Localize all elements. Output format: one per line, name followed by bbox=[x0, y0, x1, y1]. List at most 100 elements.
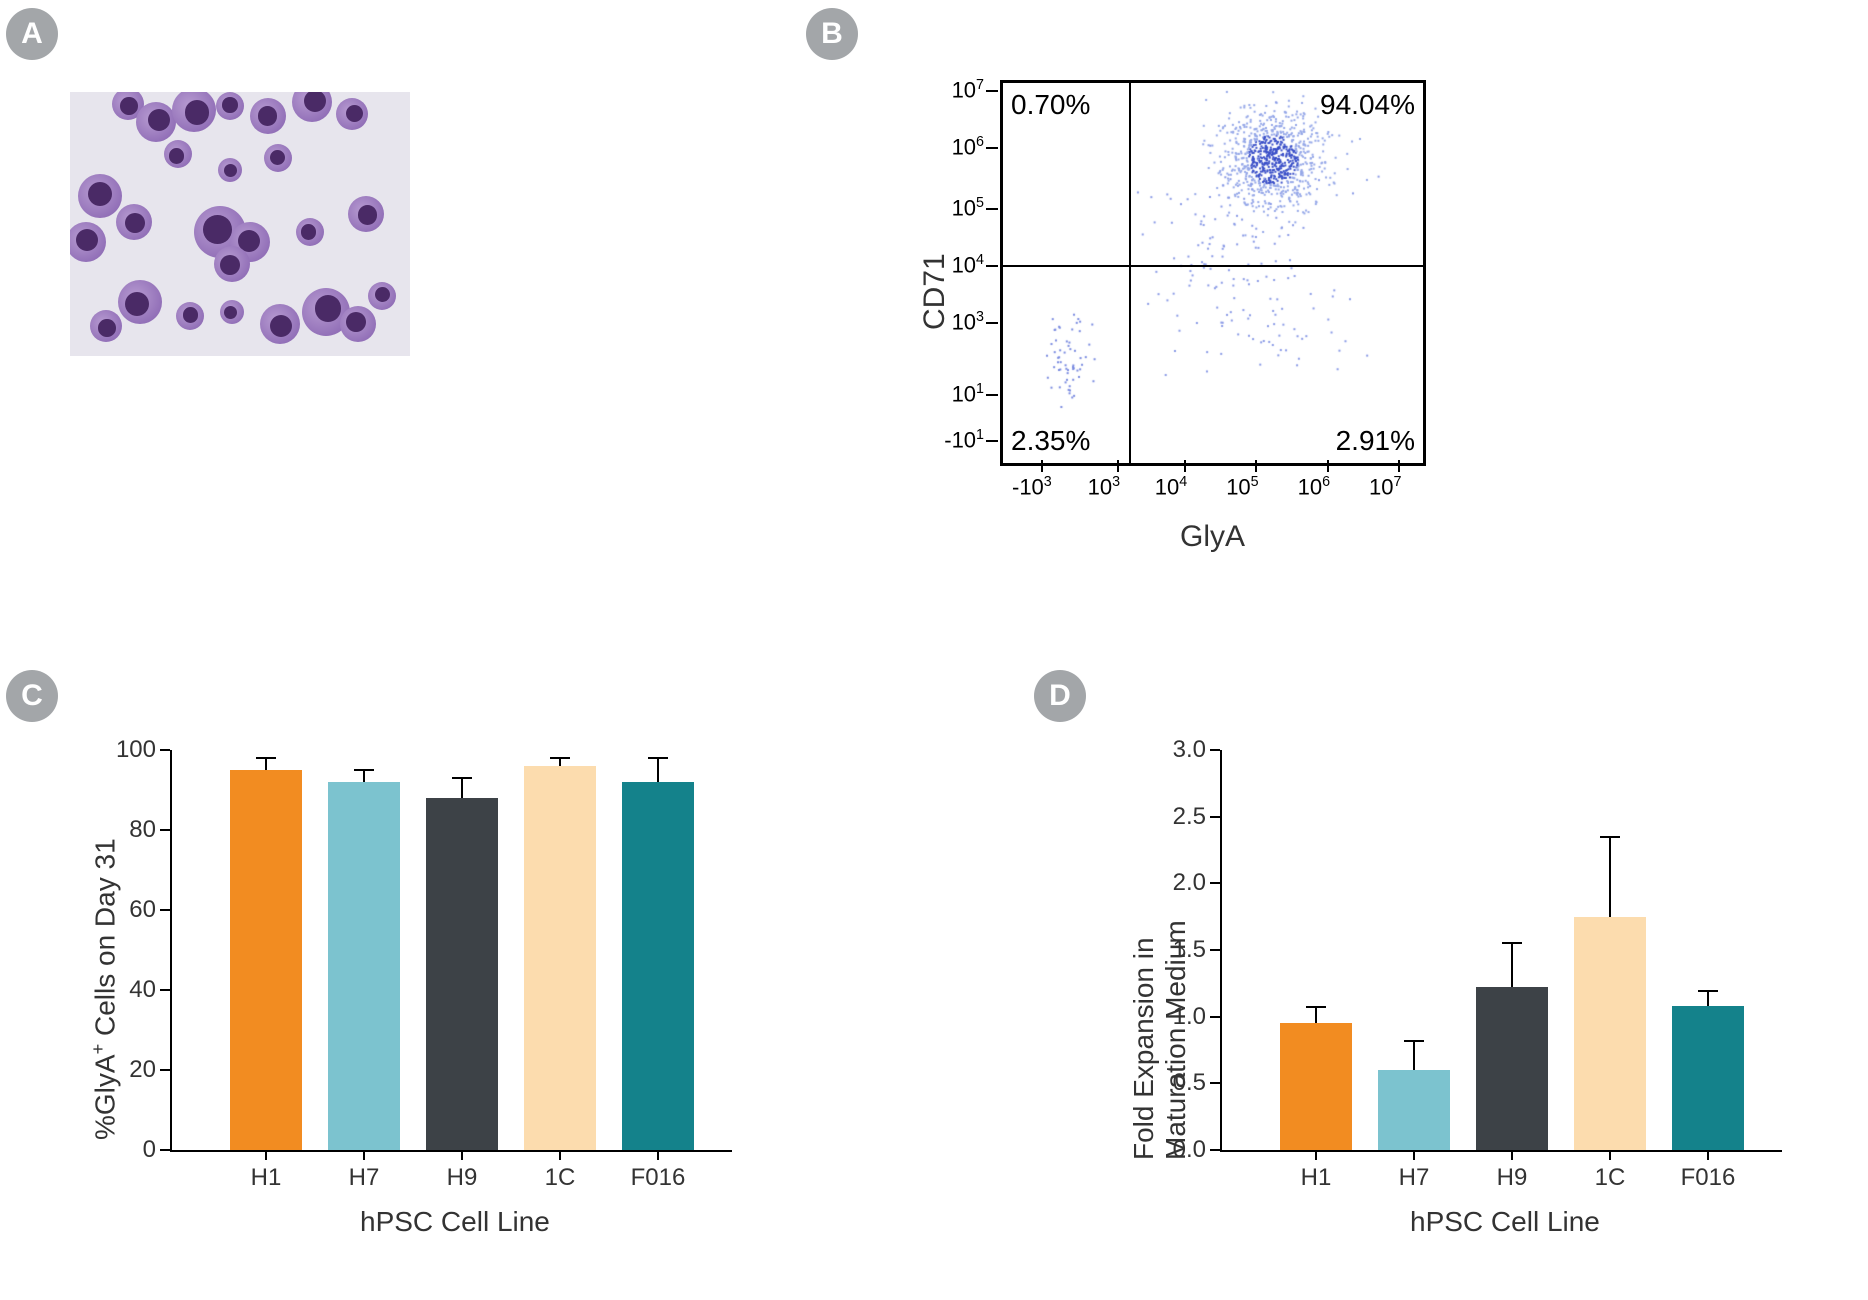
panel-c-bar-chart: %GlyA+ Cells on Day 31 020406080100H1H7H… bbox=[70, 740, 790, 1280]
microscopy-cell bbox=[220, 300, 244, 324]
microscopy-cell bbox=[368, 282, 396, 310]
x-category-label: H7 bbox=[1374, 1164, 1454, 1192]
x-tick-mark bbox=[1413, 1150, 1415, 1160]
microscopy-cell bbox=[348, 196, 384, 232]
scatter-y-tick-mark bbox=[986, 322, 998, 324]
scatter-y-tick-mark bbox=[986, 265, 998, 267]
x-category-label: F016 bbox=[1668, 1164, 1748, 1192]
error-cap bbox=[1698, 990, 1718, 992]
gate-vertical bbox=[1129, 83, 1131, 463]
scatter-y-tick-mark bbox=[986, 208, 998, 210]
x-category-label: H1 bbox=[226, 1164, 306, 1192]
microscopy-cell bbox=[70, 222, 106, 262]
scatter-x-tick-mark bbox=[1398, 460, 1400, 472]
y-tick-label: 40 bbox=[102, 976, 156, 1004]
scatter-x-tick-label: -103 bbox=[1012, 474, 1052, 500]
chart-d-plot-area: 0.00.51.01.52.02.53.0H1H7H91CF016 bbox=[1220, 750, 1782, 1152]
x-tick-mark bbox=[363, 1150, 365, 1160]
error-bar bbox=[559, 758, 561, 766]
microscopy-cell bbox=[296, 218, 324, 246]
error-cap bbox=[1600, 836, 1620, 838]
x-category-label: 1C bbox=[1570, 1164, 1650, 1192]
panel-badge-a: A bbox=[6, 8, 58, 60]
panel-badge-c: C bbox=[6, 670, 58, 722]
chart-c-plot-area: 020406080100H1H7H91CF016 bbox=[170, 750, 732, 1152]
scatter-y-tick-mark bbox=[986, 90, 998, 92]
x-category-label: H1 bbox=[1276, 1164, 1356, 1192]
panel-badge-d: D bbox=[1034, 670, 1086, 722]
bar-H7 bbox=[1378, 1070, 1451, 1150]
error-cap bbox=[354, 769, 374, 771]
scatter-x-tick-label: 105 bbox=[1226, 474, 1258, 500]
microscopy-cell bbox=[176, 302, 204, 330]
scatter-x-tick-mark bbox=[1117, 460, 1119, 472]
microscopy-cell bbox=[118, 280, 162, 324]
y-tick-label: 20 bbox=[102, 1056, 156, 1084]
y-tick-mark bbox=[1210, 1149, 1220, 1151]
x-tick-mark bbox=[461, 1150, 463, 1160]
y-tick-mark bbox=[160, 989, 170, 991]
microscopy-cell bbox=[90, 310, 122, 342]
y-tick-label: 100 bbox=[102, 736, 156, 764]
figure-root: A B 0.70% 94.04% 2.35% 2.91% CD71 GlyA -… bbox=[0, 0, 1868, 1300]
bar-H9 bbox=[426, 798, 499, 1150]
x-category-label: H9 bbox=[1472, 1164, 1552, 1192]
panel-badge-b: B bbox=[806, 8, 858, 60]
y-tick-mark bbox=[1210, 749, 1220, 751]
error-bar bbox=[657, 758, 659, 782]
error-cap bbox=[550, 757, 570, 759]
microscopy-cell bbox=[214, 246, 250, 282]
panel-b-flow-cytometry: 0.70% 94.04% 2.35% 2.91% CD71 GlyA -1031… bbox=[900, 70, 1460, 570]
error-bar bbox=[1609, 837, 1611, 917]
x-category-label: H7 bbox=[324, 1164, 404, 1192]
error-bar bbox=[1315, 1007, 1317, 1023]
y-tick-mark bbox=[1210, 1082, 1220, 1084]
microscopy-cell bbox=[250, 98, 286, 134]
y-tick-mark bbox=[1210, 949, 1220, 951]
scatter-x-tick-mark bbox=[1184, 460, 1186, 472]
scatter-x-tick-label: 103 bbox=[1088, 474, 1120, 500]
bar-1C bbox=[524, 766, 597, 1150]
x-tick-mark bbox=[1609, 1150, 1611, 1160]
y-tick-label: 80 bbox=[102, 816, 156, 844]
y-tick-label: 60 bbox=[102, 896, 156, 924]
microscopy-cell bbox=[336, 98, 368, 130]
y-tick-mark bbox=[160, 829, 170, 831]
microscopy-cell bbox=[136, 102, 176, 142]
scatter-y-tick-label: 101 bbox=[930, 381, 984, 407]
y-tick-label: 0.0 bbox=[1152, 1136, 1206, 1164]
y-tick-mark bbox=[1210, 816, 1220, 818]
microscopy-cell bbox=[216, 92, 244, 120]
scatter-y-tick-mark bbox=[986, 394, 998, 396]
scatter-y-tick-label: 106 bbox=[930, 134, 984, 160]
scatter-x-tick-label: 104 bbox=[1155, 474, 1187, 500]
error-bar bbox=[1511, 943, 1513, 987]
error-cap bbox=[1404, 1040, 1424, 1042]
error-cap bbox=[1502, 942, 1522, 944]
scatter-x-tick-mark bbox=[1255, 460, 1257, 472]
error-cap bbox=[452, 777, 472, 779]
y-tick-label: 1.0 bbox=[1152, 1003, 1206, 1031]
bar-1C bbox=[1574, 917, 1647, 1150]
scatter-x-axis-title: GlyA bbox=[1180, 520, 1245, 554]
microscopy-cell bbox=[218, 158, 242, 182]
scatter-x-tick-mark bbox=[1041, 460, 1043, 472]
bar-F016 bbox=[1672, 1006, 1745, 1150]
y-tick-mark bbox=[1210, 882, 1220, 884]
error-bar bbox=[1413, 1041, 1415, 1070]
scatter-plot-area: 0.70% 94.04% 2.35% 2.91% bbox=[1000, 80, 1426, 466]
bar-H7 bbox=[328, 782, 401, 1150]
bar-H1 bbox=[1280, 1023, 1353, 1150]
scatter-y-tick-label: 105 bbox=[930, 195, 984, 221]
error-bar bbox=[363, 770, 365, 782]
y-tick-label: 2.0 bbox=[1152, 869, 1206, 897]
y-tick-label: 1.5 bbox=[1152, 936, 1206, 964]
scatter-y-tick-label: 107 bbox=[930, 77, 984, 103]
bar-H9 bbox=[1476, 987, 1549, 1150]
y-tick-mark bbox=[160, 1149, 170, 1151]
x-tick-mark bbox=[1511, 1150, 1513, 1160]
scatter-canvas bbox=[1003, 83, 1423, 463]
gate-horizontal bbox=[1003, 265, 1423, 267]
x-tick-mark bbox=[559, 1150, 561, 1160]
quadrant-label-ul: 0.70% bbox=[1011, 89, 1090, 121]
